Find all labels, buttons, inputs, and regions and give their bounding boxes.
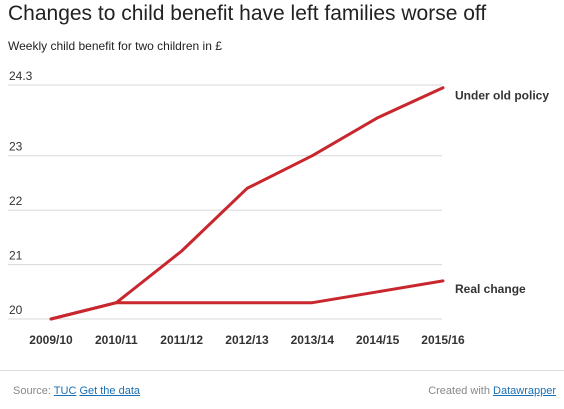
datawrapper-link[interactable]: Datawrapper: [493, 385, 556, 397]
created-prefix: Created with: [428, 385, 490, 397]
x-tick-label-1: 2010/11: [95, 333, 138, 347]
y-tick-label-3: 21: [9, 249, 23, 263]
y-tick-label-1: 23: [9, 140, 23, 154]
y-tick-label-0: 24.3: [9, 69, 33, 83]
x-tick-label-6: 2015/16: [421, 333, 465, 347]
get-data-link[interactable]: Get the data: [79, 385, 140, 397]
x-tick-label-4: 2013/14: [291, 333, 335, 347]
x-tick-label-0: 2009/10: [29, 333, 73, 347]
x-tick-label-5: 2014/15: [356, 333, 400, 347]
series-line-0: [49, 86, 445, 321]
footer: Source: TUC Get the data Created with Da…: [0, 370, 564, 409]
series-label-0: Under old policy: [455, 89, 549, 103]
source-link[interactable]: TUC: [53, 385, 77, 397]
chart-subtitle: Weekly child benefit for two children in…: [8, 39, 222, 53]
line-chart: 24.3 23 22 21 20 2009/10 2010/11 2011/12 2012/13…: [8, 69, 549, 347]
y-tick-label-4: 20: [9, 303, 23, 317]
source-prefix: Source:: [13, 385, 51, 397]
series-label-1: Real change: [455, 282, 526, 296]
y-tick-label-2: 22: [9, 194, 23, 208]
source-line: Source: TUC Get the data: [13, 385, 140, 397]
x-tick-label-3: 2012/13: [225, 333, 269, 347]
series-line-1: [49, 279, 445, 321]
chart-title: Changes to child benefit have left famil…: [8, 2, 487, 25]
x-tick-label-2: 2011/12: [160, 333, 203, 347]
credit-line: Created with Datawrapper: [428, 385, 556, 397]
